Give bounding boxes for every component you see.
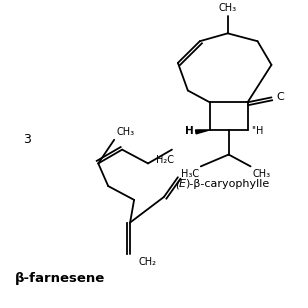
Text: CH₃: CH₃ (253, 169, 271, 179)
Text: E: E (179, 179, 186, 189)
Text: H₃C: H₃C (181, 169, 199, 179)
Polygon shape (196, 130, 210, 134)
Text: CH₃: CH₃ (116, 127, 134, 137)
Text: (: ( (175, 179, 179, 189)
Text: H: H (185, 126, 194, 136)
Text: CH₂: CH₂ (138, 257, 156, 267)
Text: CH₃: CH₃ (219, 3, 237, 13)
Text: )-β-caryophylle: )-β-caryophylle (185, 179, 269, 189)
Text: H₂C: H₂C (156, 156, 174, 165)
Text: C: C (277, 92, 284, 102)
Text: ''H: ''H (252, 126, 264, 136)
Text: 3: 3 (22, 133, 30, 146)
Text: β-farnesene: β-farnesene (15, 272, 105, 285)
